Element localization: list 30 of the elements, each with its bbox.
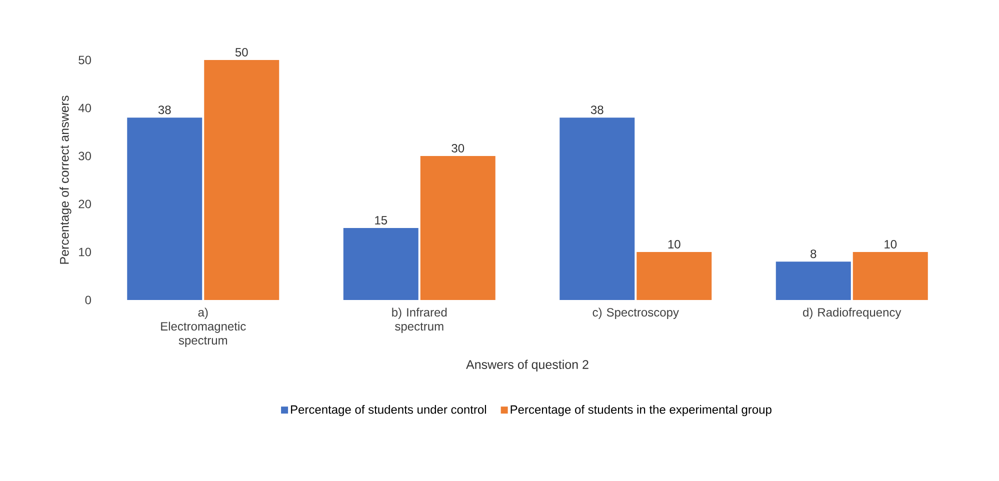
- bar: [852, 252, 928, 300]
- data-label: 50: [235, 48, 248, 56]
- data-label: 15: [375, 216, 388, 224]
- y-tick-label: 10: [79, 248, 92, 256]
- x-tick-label: c) Spectroscopy: [592, 308, 679, 319]
- data-label: 8: [810, 250, 816, 258]
- bar: [127, 118, 202, 300]
- x-axis-title: Answers of question 2: [466, 360, 588, 372]
- bar: [420, 156, 496, 300]
- legend-label: Percentage of students in the experimental group: [510, 404, 772, 416]
- bar: [204, 60, 280, 300]
- y-tick-label: 40: [78, 104, 92, 112]
- data-label: 10: [668, 240, 680, 248]
- legend-label: Percentage of students under control: [291, 404, 486, 416]
- x-tick-label: a) Electromagnetic spectrum: [161, 308, 246, 347]
- bar: [636, 252, 712, 300]
- y-tick-label: 20: [78, 200, 92, 208]
- y-tick-label: 30: [78, 152, 92, 160]
- bar: [343, 228, 418, 300]
- data-label: 10: [884, 240, 897, 248]
- y-axis-title: Percentage of correct answers: [60, 96, 72, 264]
- y-tick-label: 50: [78, 56, 92, 64]
- bar: [776, 262, 851, 300]
- data-label: 38: [590, 106, 604, 114]
- bar: [560, 118, 635, 300]
- x-tick-label: d) Radiofrequency: [803, 308, 902, 319]
- y-tick-label: 0: [85, 296, 92, 304]
- x-tick-label: b) Infrared spectrum: [392, 308, 447, 333]
- data-label: 30: [452, 144, 464, 152]
- data-label: 38: [158, 106, 171, 114]
